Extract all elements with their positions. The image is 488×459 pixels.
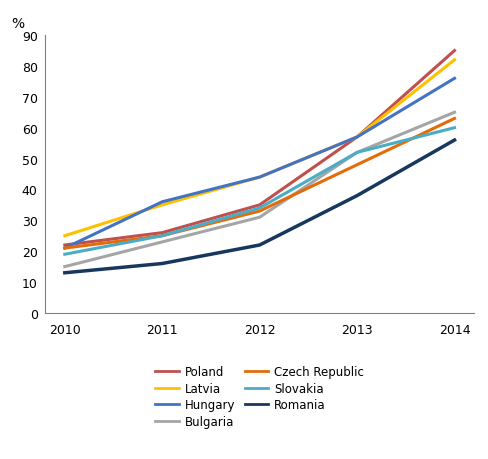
Line: Czech Republic: Czech Republic (65, 119, 453, 248)
Line: Slovakia: Slovakia (65, 129, 453, 255)
Hungary (256, 175, 262, 180)
Text: %: % (11, 17, 24, 30)
Poland (159, 230, 165, 236)
Czech Republic (256, 209, 262, 214)
Line: Bulgaria: Bulgaria (65, 113, 453, 267)
Latvia (62, 234, 68, 239)
Poland (353, 135, 359, 140)
Line: Poland: Poland (65, 51, 453, 246)
Czech Republic (353, 162, 359, 168)
Bulgaria (256, 215, 262, 220)
Romania (450, 138, 456, 144)
Czech Republic (62, 246, 68, 251)
Romania (353, 193, 359, 199)
Latvia (256, 175, 262, 180)
Latvia (450, 58, 456, 63)
Latvia (353, 135, 359, 140)
Bulgaria (62, 264, 68, 270)
Slovakia (353, 150, 359, 156)
Slovakia (62, 252, 68, 257)
Hungary (353, 135, 359, 140)
Czech Republic (450, 117, 456, 122)
Line: Latvia: Latvia (65, 61, 453, 236)
Slovakia (159, 234, 165, 239)
Slovakia (256, 206, 262, 211)
Romania (62, 270, 68, 276)
Hungary (159, 200, 165, 205)
Poland (62, 243, 68, 248)
Romania (256, 243, 262, 248)
Legend: Poland, Latvia, Hungary, Bulgaria, Czech Republic, Slovakia, Romania, : Poland, Latvia, Hungary, Bulgaria, Czech… (150, 361, 368, 432)
Romania (159, 261, 165, 267)
Bulgaria (159, 240, 165, 245)
Hungary (62, 246, 68, 251)
Bulgaria (450, 110, 456, 116)
Slovakia (450, 126, 456, 131)
Poland (450, 49, 456, 54)
Poland (256, 203, 262, 208)
Line: Hungary: Hungary (65, 79, 453, 248)
Czech Republic (159, 234, 165, 239)
Latvia (159, 203, 165, 208)
Bulgaria (353, 150, 359, 156)
Line: Romania: Romania (65, 141, 453, 273)
Hungary (450, 76, 456, 82)
